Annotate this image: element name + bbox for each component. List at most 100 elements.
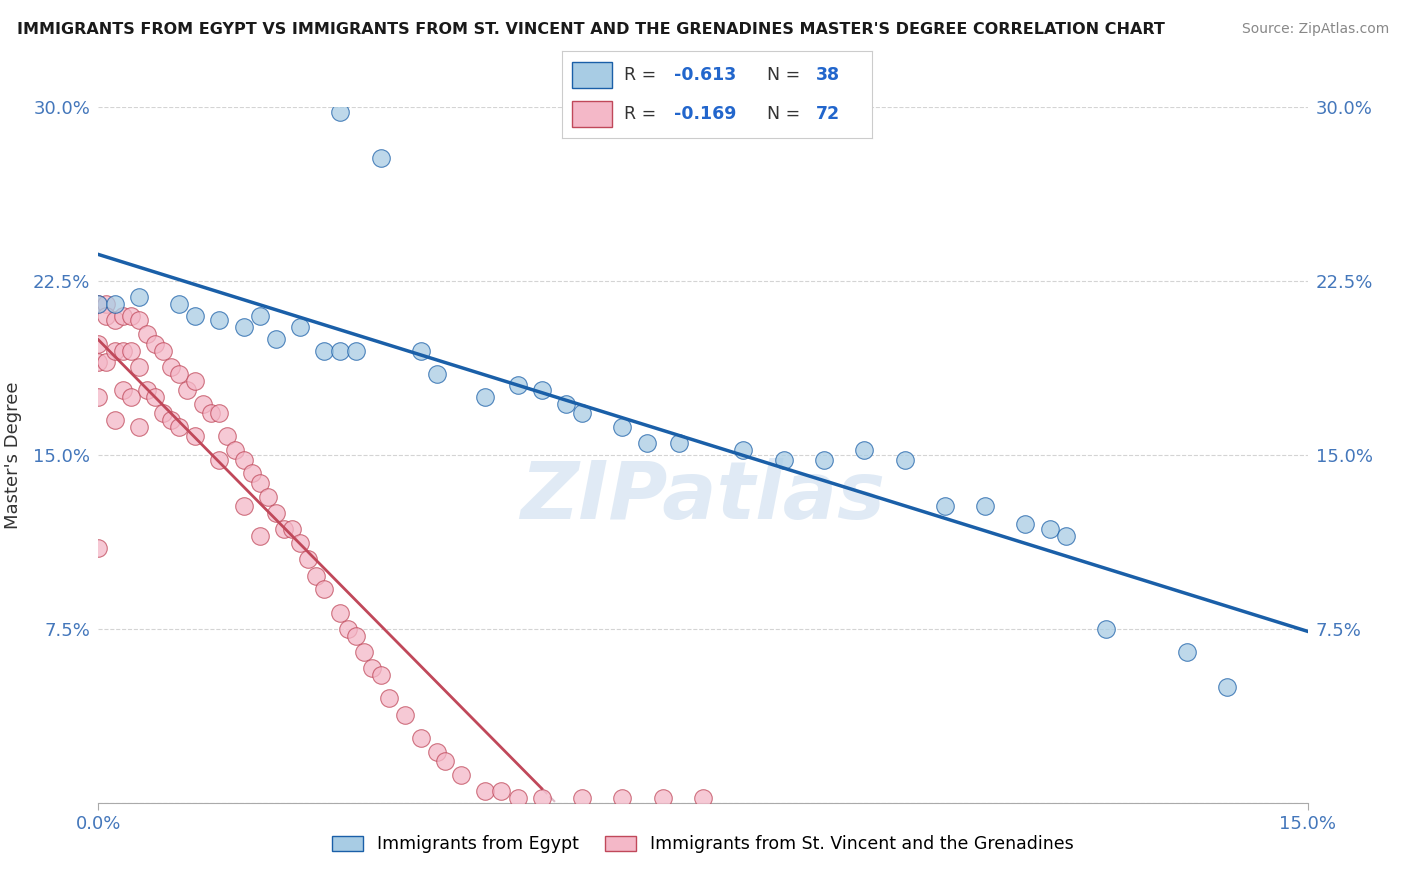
Point [344,629,367,643]
Text: -0.169: -0.169 [673,104,737,123]
Point [111,309,134,323]
Point [450,768,472,782]
Point [87,541,110,555]
Point [530,791,553,805]
Point [256,490,278,504]
Point [87,297,110,311]
Point [426,367,449,381]
Point [184,309,207,323]
Point [934,499,956,513]
Point [344,343,367,358]
Point [120,309,142,323]
Point [409,343,432,358]
Point [103,343,125,358]
Point [612,420,634,434]
Point [370,668,392,682]
Point [337,622,360,636]
Point [1216,680,1239,694]
Point [128,313,150,327]
Point [377,691,399,706]
FancyBboxPatch shape [572,62,612,88]
Point [612,791,634,805]
Point [297,552,319,566]
Point [264,506,287,520]
Text: N =: N = [766,66,806,85]
Point [217,429,239,443]
Point [224,443,246,458]
Point [87,390,110,404]
Point [184,429,207,443]
Point [692,791,714,805]
Point [120,343,142,358]
Point [143,390,166,404]
Point [305,568,328,582]
Text: R =: R = [624,66,662,85]
Point [273,522,295,536]
Point [152,406,174,420]
Point [506,378,529,392]
Point [314,343,336,358]
Point [1175,645,1198,659]
Point [128,420,150,434]
Point [208,406,231,420]
Point [135,327,157,342]
Point [232,499,254,513]
Point [87,355,110,369]
Point [329,606,352,620]
Point [1095,622,1118,636]
Point [167,297,190,311]
Point [103,313,125,327]
Point [370,151,392,165]
Point [232,452,254,467]
Point [491,784,513,798]
Point [281,522,304,536]
Point [249,309,271,323]
Point [176,383,198,397]
Point [434,754,457,768]
Point [772,452,794,467]
Point [329,104,352,119]
Legend: Immigrants from Egypt, Immigrants from St. Vincent and the Grenadines: Immigrants from Egypt, Immigrants from S… [325,829,1081,860]
Text: 72: 72 [815,104,841,123]
Point [96,355,118,369]
Point [555,397,578,411]
Point [193,397,215,411]
Point [167,420,190,434]
Text: Source: ZipAtlas.com: Source: ZipAtlas.com [1241,22,1389,37]
Point [143,336,166,351]
Point [200,406,222,420]
Point [474,390,496,404]
Point [208,313,231,327]
Point [232,320,254,334]
Point [813,452,835,467]
Point [394,707,416,722]
Point [152,343,174,358]
Point [361,661,384,675]
Point [893,452,915,467]
Point [530,383,553,397]
Point [974,499,997,513]
Point [249,529,271,543]
Point [506,791,529,805]
Point [103,297,125,311]
Point [160,413,183,427]
Point [87,336,110,351]
Point [288,536,311,550]
Text: ZIPatlas: ZIPatlas [520,458,886,536]
Point [167,367,190,381]
Point [111,383,134,397]
Point [240,467,263,481]
Point [1039,522,1062,536]
Point [103,413,125,427]
Point [96,309,118,323]
Point [128,359,150,374]
Point [409,731,432,745]
Point [571,406,593,420]
Point [288,320,311,334]
Point [329,343,352,358]
Point [1014,517,1036,532]
Point [668,436,690,450]
Point [651,791,673,805]
Text: 38: 38 [815,66,841,85]
Point [135,383,157,397]
